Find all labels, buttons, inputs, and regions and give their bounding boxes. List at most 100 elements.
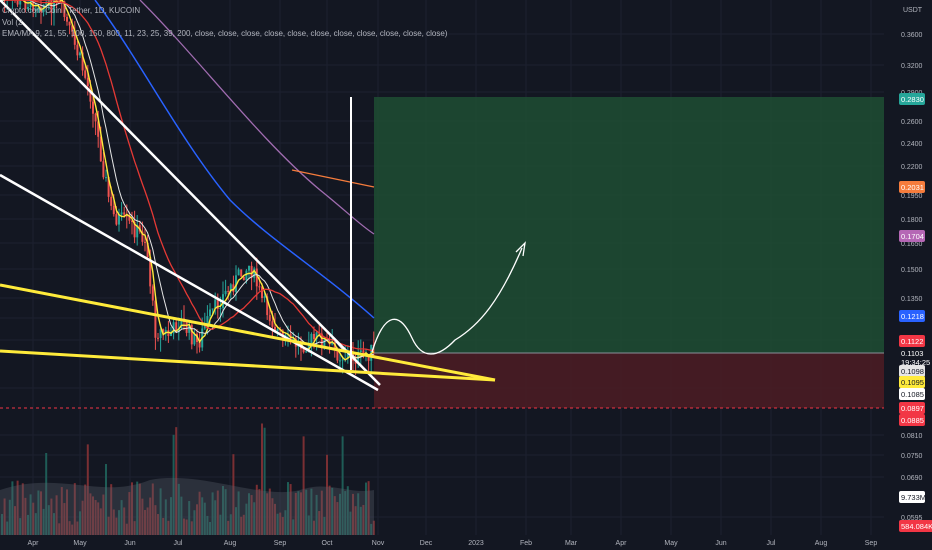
candle-body (105, 177, 107, 179)
candle-body (115, 214, 118, 225)
time-tick-label: 2023 (468, 540, 484, 547)
candle-body (281, 330, 284, 338)
volume-bar (110, 484, 113, 535)
volume-bar (76, 521, 79, 535)
volume-bar (112, 509, 115, 535)
candle-body (367, 354, 370, 361)
price-tag-bg (899, 414, 925, 426)
volume-bar (136, 481, 139, 535)
candle-body (235, 275, 237, 292)
volume-bar (118, 510, 120, 535)
candle-body (341, 359, 344, 361)
candle-body (255, 268, 258, 287)
volume-indicator-label[interactable]: Vol (2 (2, 18, 23, 27)
volume-bar (162, 517, 165, 535)
volume-bar (45, 452, 48, 535)
price-tag-label: 0.2031 (901, 183, 924, 192)
candle-body (248, 265, 250, 271)
candle-body (198, 342, 201, 348)
candle-body (89, 85, 92, 102)
time-tick-label: Dec (420, 540, 433, 547)
candle-body (172, 322, 175, 334)
price-tag-label: 0.0885 (901, 416, 924, 425)
candle-body (107, 177, 110, 197)
candle-body (305, 351, 308, 353)
volume-bar (97, 502, 100, 535)
candle-body (27, 6, 29, 10)
volume-bar (123, 507, 126, 535)
candle-body (346, 353, 349, 359)
candle-body (53, 0, 55, 14)
symbol-title[interactable]: Crypto.com Coin / Tether, 1D, KUCOIN (2, 6, 141, 15)
volume-bar (219, 514, 222, 535)
volume-bar (211, 492, 214, 535)
volume-bar (19, 518, 22, 535)
volume-bar (99, 508, 102, 535)
volume-bar (71, 524, 74, 535)
candle-body (162, 329, 165, 334)
volume-bar (292, 519, 295, 535)
candle-body (84, 70, 87, 78)
volume-bar (216, 490, 219, 535)
candle-body (97, 121, 100, 137)
candle-body (45, 1, 48, 5)
volume-bar (58, 523, 61, 535)
price-tag-label: 0.1098 (901, 367, 924, 376)
candle-body (154, 300, 157, 338)
volume-bar (274, 503, 276, 535)
candle-body (76, 44, 79, 56)
candle-body (219, 307, 222, 309)
volume-bar (315, 494, 318, 535)
volume-bar (94, 500, 97, 535)
moving-averages (0, 0, 375, 535)
candle-body (92, 101, 94, 114)
volume-bar (3, 498, 6, 535)
price-axis-currency: USDT (903, 7, 923, 14)
ema-indicator-label[interactable]: EMA/MA 9, 21, 55, 100, 150, 800, 11, 23,… (2, 29, 448, 38)
volume-bar (346, 486, 349, 535)
trendline-yellow-lower (0, 349, 496, 382)
candle-body (131, 220, 133, 223)
candle-body (320, 333, 323, 349)
candle-body (50, 0, 53, 14)
volume-bar (115, 517, 118, 535)
volume-bar (253, 502, 256, 535)
candle-body (144, 241, 146, 243)
volume-bar (157, 514, 159, 535)
volume-bar (279, 512, 282, 535)
price-tick-label: 0.0810 (901, 433, 923, 440)
volume-bar (81, 500, 84, 535)
candle-body (339, 360, 341, 362)
price-tag-label: 0.1218 (901, 312, 924, 321)
volume-bar (339, 493, 341, 535)
candle-body (216, 299, 219, 309)
time-tick-label: May (664, 540, 678, 547)
volume-bar (50, 498, 53, 535)
candle-body (177, 328, 180, 333)
volume-bar (47, 505, 50, 535)
volume-bar (294, 492, 297, 535)
volume-bar (29, 494, 32, 535)
volume-bar (349, 511, 352, 535)
price-tag-bg (899, 388, 925, 400)
volume-bar (146, 507, 149, 535)
price-tick-label: 0.3200 (901, 63, 923, 70)
candle-body (245, 270, 248, 281)
time-tick-label: Aug (224, 540, 237, 547)
price-tag-bg (899, 365, 925, 377)
trendline-mid-white (0, 173, 379, 392)
volume-bar (131, 482, 133, 535)
volume-bar (248, 493, 250, 535)
candle-body (263, 296, 266, 298)
price-tag-label: 19:34:25 (901, 358, 930, 367)
price-tag-bg (899, 310, 925, 322)
candle-body (289, 334, 292, 343)
volume-bar (237, 491, 240, 535)
drawings (0, 0, 526, 392)
candle-body (94, 113, 97, 122)
candle-body (19, 0, 22, 5)
candle-body (170, 333, 172, 337)
volume-bar (180, 496, 183, 535)
candle-body (118, 214, 120, 225)
